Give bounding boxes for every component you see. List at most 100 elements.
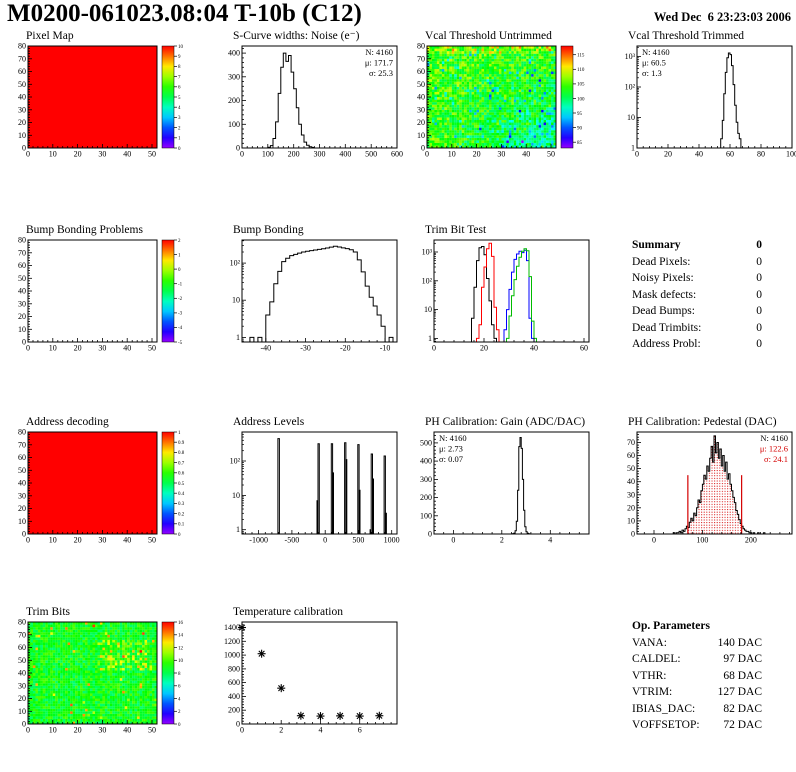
address-levels-chart: -1000 -500 0 500 1000 1 10 10² — [212, 428, 404, 546]
pixel-map-chart: 0 10 20 30 40 50 0 10 20 30 40 50 60 70 80 10 9 8 7 6 5 4 3 2 1 0 — [5, 42, 197, 160]
bump-bonding-chart: -40 -30 -20 -10 1 10 10² — [212, 236, 404, 354]
summary-row: Dead Bumps: 0 — [632, 303, 762, 320]
summary-row-label: Mask defects: — [632, 288, 697, 301]
svg-text:100: 100 — [696, 536, 708, 545]
op-parameter-label: VTRIM: — [632, 686, 673, 698]
svg-text:50: 50 — [18, 80, 26, 89]
svg-text:40: 40 — [123, 536, 131, 545]
svg-text:30: 30 — [417, 105, 425, 114]
svg-text:10: 10 — [417, 131, 425, 140]
svg-text:0: 0 — [26, 150, 30, 159]
svg-text:20: 20 — [18, 504, 26, 513]
summary-row-label: Address Probl: — [632, 338, 701, 350]
op-parameter-row: VTHR: 68 DAC — [632, 668, 762, 685]
svg-text:-3: -3 — [178, 312, 183, 317]
panel-temperature-calibration: Temperature calibration 0 2 4 6 0 200 400 600 80… — [212, 606, 404, 736]
summary-row-value: 0 — [756, 255, 762, 268]
summary-row: Noisy Pixels: 0 — [632, 270, 762, 287]
svg-text:N: 4160: N: 4160 — [365, 47, 393, 57]
op-parameter-label: CALDEL: — [632, 653, 681, 665]
svg-text:10: 10 — [49, 150, 57, 159]
bump-problems-chart: 0 10 20 30 40 50 0 10 20 30 40 50 60 70 80 2 1 0 -1 -2 -3 -4-… — [5, 236, 197, 354]
panel-bump-problems: Bump Bonding Problems 0 10 20 30 40 50 0 10 20 30… — [5, 224, 197, 354]
svg-text:0: 0 — [178, 147, 181, 152]
svg-text:105: 105 — [577, 83, 585, 88]
svg-text:80: 80 — [18, 428, 26, 437]
svg-text:100: 100 — [786, 150, 796, 159]
svg-text:0: 0 — [236, 144, 240, 153]
svg-text:4: 4 — [178, 106, 181, 111]
op-parameter-value: 68 DAC — [723, 669, 762, 682]
svg-text:50: 50 — [148, 150, 156, 159]
summary-row-label: Dead Pixels: — [632, 255, 691, 268]
svg-text:10²: 10² — [422, 276, 433, 285]
svg-text:5: 5 — [178, 96, 181, 101]
svg-text:20: 20 — [627, 503, 635, 512]
svg-text:40: 40 — [530, 344, 538, 353]
ph-pedestal-title: PH Calibration: Pedestal (DAC) — [628, 416, 777, 428]
address-decoding-title: Address decoding — [26, 416, 109, 428]
svg-text:60: 60 — [18, 261, 26, 270]
svg-text:-40: -40 — [261, 344, 272, 353]
svg-text:σ: 24.1: σ: 24.1 — [764, 454, 788, 464]
summary-row-value: 0 — [756, 321, 762, 334]
svg-text:0: 0 — [635, 150, 639, 159]
trim-bit-test-title: Trim Bit Test — [425, 224, 487, 236]
svg-text:-500: -500 — [285, 536, 300, 545]
svg-text:100: 100 — [262, 150, 274, 159]
svg-text:500: 500 — [420, 438, 432, 447]
svg-text:90: 90 — [577, 126, 583, 131]
svg-text:20: 20 — [74, 344, 82, 353]
svg-text:0: 0 — [26, 344, 30, 353]
summary-row-label: Noisy Pixels: — [632, 272, 694, 284]
trim-bit-test-chart: 0 20 40 60 1 10 10² 10³ — [404, 236, 596, 354]
panel-address-decoding: Address decoding 0 10 20 30 40 50 0 10 20 30 40 50 6… — [5, 416, 197, 546]
svg-text:70: 70 — [18, 54, 26, 63]
svg-text:0.3: 0.3 — [178, 502, 185, 507]
svg-text:0: 0 — [451, 536, 455, 545]
svg-text:μ: 122.6: μ: 122.6 — [760, 444, 788, 454]
svg-text:60: 60 — [18, 67, 26, 76]
svg-text:50: 50 — [547, 150, 555, 159]
svg-text:60: 60 — [580, 344, 588, 353]
summary-row-value: 0 — [756, 338, 762, 350]
svg-text:50: 50 — [18, 274, 26, 283]
vcal-trimmed-chart: 0 20 40 60 80 100 1 10 10² 10³ N: 4160 μ: 60.5 σ: 1.… — [607, 42, 796, 160]
svg-text:10: 10 — [627, 516, 635, 525]
svg-text:80: 80 — [18, 236, 26, 245]
svg-text:-5: -5 — [178, 341, 183, 346]
svg-text:85: 85 — [577, 141, 583, 146]
op-parameter-value: 82 DAC — [723, 702, 762, 715]
svg-text:40: 40 — [123, 150, 131, 159]
svg-text:40: 40 — [18, 287, 26, 296]
svg-text:10: 10 — [232, 491, 240, 500]
summary-row: Dead Pixels: 0 — [632, 254, 762, 271]
op-parameter-label: VOFFSETOP: — [632, 719, 700, 731]
svg-text:100: 100 — [228, 120, 240, 129]
op-parameter-row: IBIAS_DAC: 82 DAC — [632, 701, 762, 718]
svg-text:70: 70 — [627, 438, 635, 447]
svg-text:70: 70 — [18, 248, 26, 257]
svg-text:600: 600 — [391, 150, 403, 159]
svg-text:0: 0 — [652, 536, 656, 545]
svg-text:50: 50 — [18, 466, 26, 475]
svg-text:σ: 0.07: σ: 0.07 — [439, 454, 463, 464]
svg-text:0: 0 — [631, 530, 635, 539]
svg-text:500: 500 — [352, 536, 364, 545]
svg-text:100: 100 — [577, 97, 585, 102]
svg-text:N: 4160: N: 4160 — [439, 433, 467, 443]
svg-text:0.8: 0.8 — [178, 451, 185, 456]
svg-text:400: 400 — [228, 49, 240, 58]
address-levels-title: Address Levels — [233, 416, 305, 428]
svg-text:0.9: 0.9 — [178, 441, 185, 446]
svg-text:0.5: 0.5 — [178, 482, 185, 487]
op-parameter-value: 127 DAC — [717, 686, 762, 698]
svg-text:10³: 10³ — [422, 247, 433, 256]
svg-text:110: 110 — [577, 68, 585, 73]
op-parameter-value: 140 DAC — [717, 636, 762, 649]
trim-bits-chart: 0 10 20 30 40 50 0 10 20 30 40 50 60 70 80 16 14 12 10 8 6 4 2… — [5, 618, 197, 736]
svg-text:0: 0 — [26, 536, 30, 545]
svg-text:40: 40 — [123, 344, 131, 353]
svg-text:10: 10 — [49, 536, 57, 545]
svg-text:-1: -1 — [178, 283, 183, 288]
